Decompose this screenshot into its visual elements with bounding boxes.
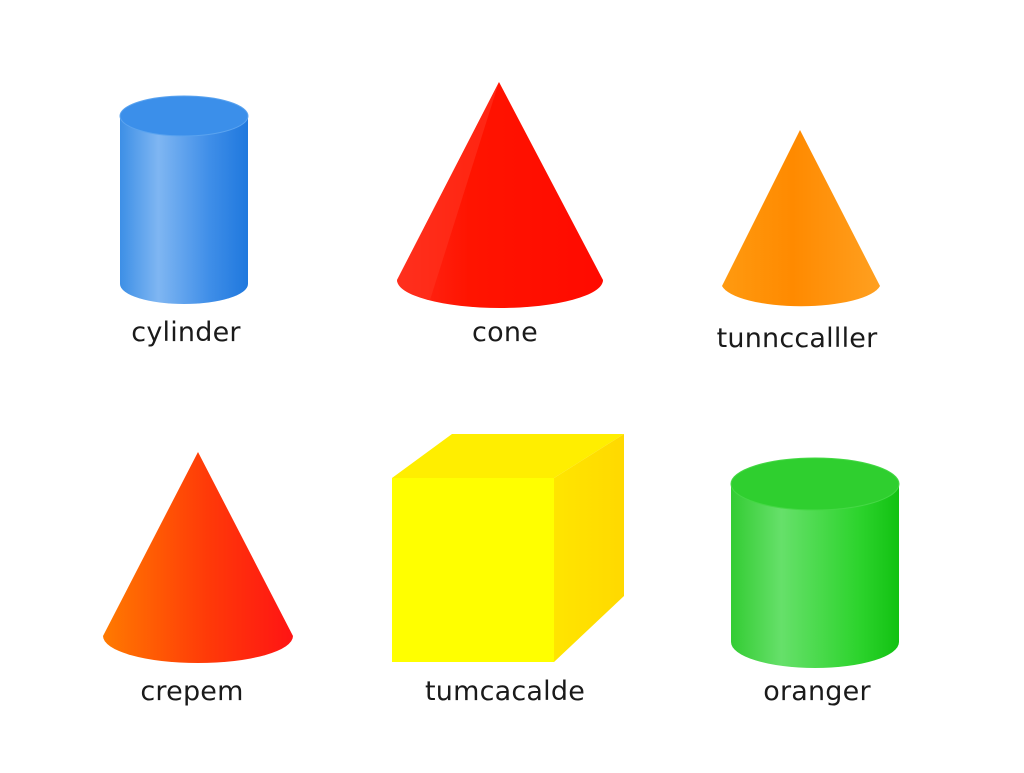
- shape-label-tunnccalller: tunnccalller: [716, 323, 878, 354]
- green-cylinder-icon: [730, 457, 900, 668]
- shape-label-oranger: oranger: [763, 676, 871, 707]
- shape-label-crepem: crepem: [140, 676, 244, 707]
- red-orange-cone-icon: [103, 452, 293, 663]
- orange-cone-icon: [722, 130, 880, 307]
- red-cone-icon: [397, 82, 603, 308]
- yellow-cube-icon: [392, 434, 624, 662]
- shape-label-cylinder: cylinder: [131, 317, 241, 348]
- shape-label-tumcacalde: tumcacalde: [424, 676, 586, 707]
- shape-label-cone: cone: [472, 317, 538, 348]
- blue-cylinder-icon: [119, 95, 249, 304]
